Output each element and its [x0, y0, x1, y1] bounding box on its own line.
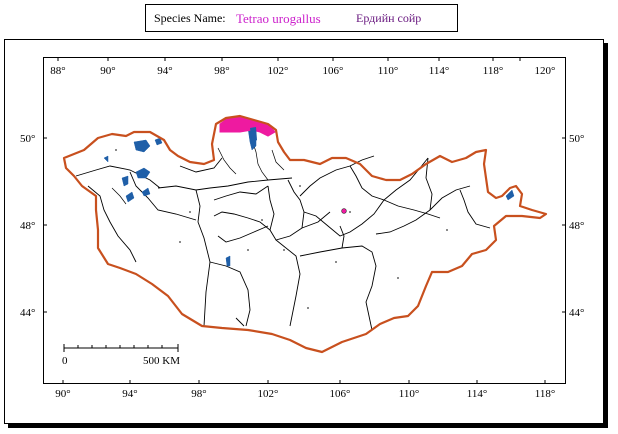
top-lon-label: 94° — [157, 65, 172, 77]
scale-bar-end-label: 500 KM — [143, 355, 180, 367]
top-lon-label: 88° — [50, 65, 65, 77]
scale-bar-start-label: 0 — [62, 355, 68, 367]
map-inner-frame — [43, 57, 566, 384]
settlement-dots — [115, 149, 448, 309]
rivers — [111, 139, 285, 205]
species-name-box: Species Name: Tetrao urogallus Ердийн со… — [145, 4, 458, 32]
graticule-ticks — [43, 57, 566, 384]
bottom-lon-label: 110° — [399, 388, 420, 400]
bottom-lon-label: 90° — [55, 388, 70, 400]
top-lon-label: 114° — [429, 65, 450, 77]
left-lat-label: 48° — [20, 220, 35, 232]
province-boundaries — [75, 155, 491, 331]
lakes — [103, 127, 515, 267]
right-lat-label: 50° — [569, 133, 584, 145]
bottom-lon-label: 102° — [258, 388, 279, 400]
species-local-name: Ердийн сойр — [356, 11, 422, 25]
top-lon-label: 110° — [378, 65, 399, 77]
species-latin-name: Tetrao urogallus — [236, 11, 321, 26]
top-lon-label: 106° — [323, 65, 344, 77]
bottom-lon-label: 98° — [191, 388, 206, 400]
lake-in-range — [250, 127, 257, 144]
top-lon-label: 98° — [214, 65, 229, 77]
top-lon-label: 120° — [535, 65, 556, 77]
bottom-lon-label: 114° — [467, 388, 488, 400]
top-lon-label: 102° — [268, 65, 289, 77]
species-name-label: Species Name: — [154, 11, 226, 25]
scale-bar — [63, 344, 179, 352]
top-lon-label: 90° — [100, 65, 115, 77]
map-outer-frame — [4, 39, 604, 424]
top-lon-label: 118° — [483, 65, 504, 77]
species-point — [341, 208, 347, 214]
bottom-lon-label: 106° — [330, 388, 351, 400]
bottom-lon-label: 118° — [535, 388, 556, 400]
mongolia-border — [62, 114, 548, 354]
left-lat-label: 50° — [20, 133, 35, 145]
bottom-lon-label: 94° — [122, 388, 137, 400]
left-lat-label: 44° — [20, 307, 35, 319]
species-range-area — [219, 116, 276, 137]
right-lat-label: 48° — [569, 220, 584, 232]
right-lat-label: 44° — [569, 307, 584, 319]
